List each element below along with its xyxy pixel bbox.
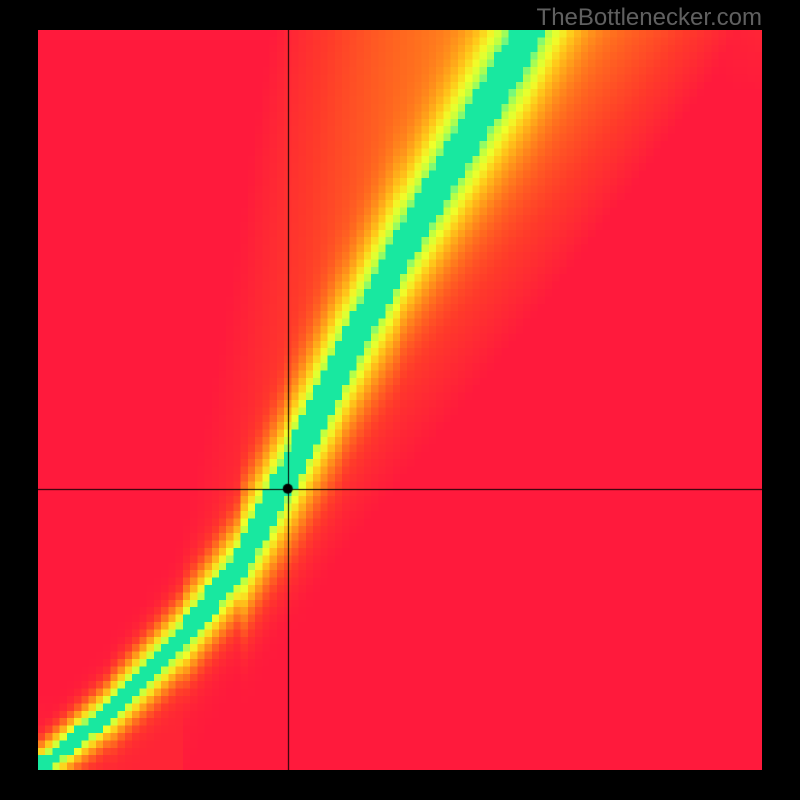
watermark-text: TheBottlenecker.com xyxy=(537,4,762,32)
figure-container: TheBottlenecker.com xyxy=(0,0,800,800)
crosshair-overlay xyxy=(38,30,762,770)
